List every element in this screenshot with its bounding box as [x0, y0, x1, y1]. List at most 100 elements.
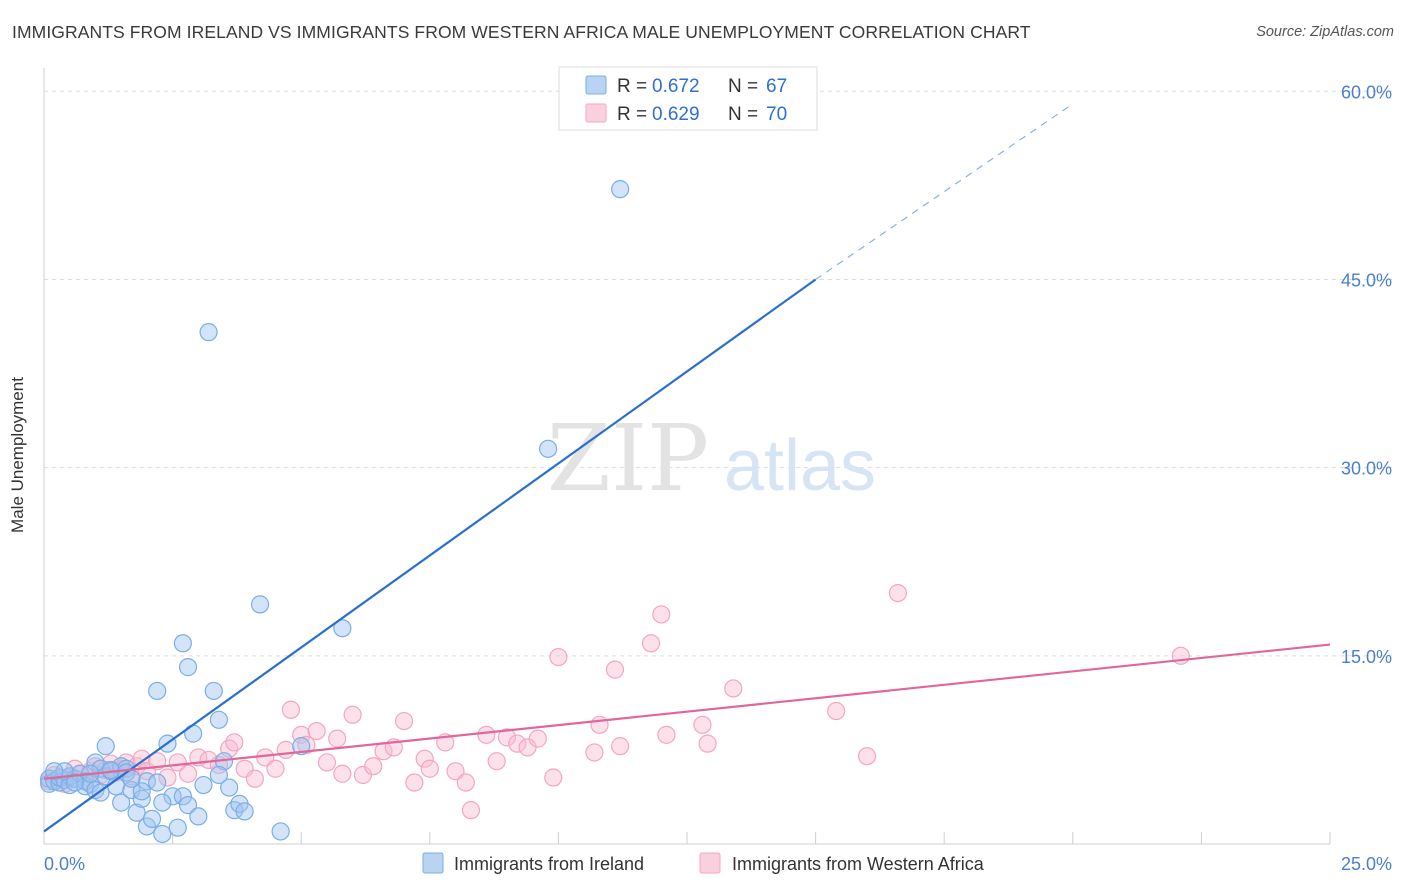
- point-s1-30: [245, 769, 265, 788]
- legend-r-label-ireland: R =: [617, 76, 647, 97]
- point-s0-54: [539, 439, 558, 458]
- point-s0-44: [209, 710, 228, 729]
- point-s0-31: [153, 824, 172, 844]
- point-s0-20: [112, 793, 131, 812]
- chart-title: IMMIGRANTS FROM IRELAND VS IMMIGRANTS FR…: [12, 22, 1031, 42]
- source-label: Source: ZipAtlas.com: [1256, 24, 1394, 40]
- point-s1-69: [693, 715, 712, 734]
- point-s0-60: [101, 760, 120, 780]
- watermark-zip: ZIP: [547, 405, 709, 512]
- x-tick-label-0: 0.0%: [44, 854, 85, 874]
- point-s1-62: [585, 743, 604, 762]
- point-s1-38: [317, 753, 337, 772]
- point-s1-21: [158, 768, 177, 787]
- point-s0-34: [168, 818, 187, 837]
- legend-swatch-ireland: [585, 75, 607, 95]
- trend-line-s0: [43, 278, 817, 833]
- point-s1-32: [266, 759, 285, 778]
- point-s0-43: [204, 681, 223, 701]
- point-s1-61: [549, 647, 568, 667]
- y-tick-label-2: 45.0%: [1341, 270, 1392, 290]
- point-s1-39: [328, 729, 347, 748]
- point-s0-13: [86, 780, 105, 800]
- watermark: ZIP atlas: [547, 405, 876, 512]
- point-s0-36: [173, 634, 192, 653]
- y-tick-label-0: 15.0%: [1341, 647, 1392, 667]
- point-s0-29: [148, 681, 167, 701]
- point-s0-49: [235, 802, 254, 821]
- point-s1-33: [276, 740, 295, 760]
- point-s1-56: [497, 728, 517, 747]
- point-s1-22: [168, 753, 187, 772]
- bottom-legend-swatch-western-africa: [699, 852, 721, 874]
- point-s1-59: [528, 729, 547, 748]
- point-s1-60: [544, 768, 563, 787]
- y-tick-label-3: 60.0%: [1341, 82, 1392, 102]
- point-s0-38: [178, 796, 198, 815]
- point-s0-46: [220, 778, 239, 797]
- point-s1-37: [307, 721, 326, 741]
- point-s1-47: [405, 773, 424, 792]
- point-s1-57: [508, 734, 527, 753]
- legend-box: R = 0.672 N = 67 R = 0.629 N = 70: [558, 66, 818, 131]
- point-s1-73: [857, 747, 877, 766]
- point-s0-24: [127, 803, 146, 822]
- legend-n-value-ireland: 67: [766, 76, 787, 97]
- point-s0-50: [250, 595, 270, 614]
- point-s1-53: [461, 801, 481, 820]
- series-western-africa-points: [40, 583, 1190, 820]
- legend-r-value-ireland: 0.672: [652, 76, 700, 97]
- tick-labels: 15.0% 30.0% 45.0% 60.0% 0.0% 25.0%: [44, 82, 1392, 874]
- point-s1-70: [698, 734, 717, 753]
- point-s0-40: [189, 807, 208, 826]
- point-s0-37: [178, 658, 198, 677]
- point-s0-41: [194, 775, 213, 795]
- point-s0-62: [132, 782, 151, 801]
- point-s1-64: [605, 660, 625, 679]
- point-s0-51: [271, 822, 290, 841]
- point-s1-46: [394, 711, 414, 731]
- axes: [43, 68, 1331, 845]
- point-s1-63: [590, 715, 609, 734]
- point-s1-71: [724, 679, 743, 698]
- point-s1-28: [225, 733, 244, 752]
- point-s1-55: [487, 752, 506, 771]
- point-s0-25: [132, 789, 151, 808]
- point-s0-30: [148, 773, 167, 792]
- legend-n-label-western-africa: N =: [728, 104, 758, 125]
- point-s1-65: [611, 737, 630, 756]
- point-s0-55: [611, 180, 630, 199]
- x-tick-label-1: 25.0%: [1341, 854, 1392, 874]
- point-s1-49: [420, 759, 439, 778]
- point-s1-74: [888, 583, 908, 603]
- y-tick-label-1: 30.0%: [1341, 459, 1392, 479]
- bottom-legend-label-western-africa: Immigrants from Western Africa: [732, 854, 985, 874]
- point-s1-23: [178, 764, 198, 783]
- point-s1-51: [446, 762, 465, 781]
- point-s1-52: [456, 773, 475, 792]
- legend-swatch-western-africa: [585, 103, 607, 123]
- point-s0-57: [65, 773, 84, 792]
- point-s0-64: [209, 765, 228, 785]
- grid: [44, 90, 1392, 657]
- point-s1-54: [477, 725, 496, 744]
- legend-n-value-western-africa: 70: [766, 104, 787, 125]
- point-s0-66: [45, 762, 64, 781]
- point-s0-33: [163, 787, 182, 806]
- point-s1-41: [343, 705, 362, 724]
- point-s1-72: [827, 701, 846, 721]
- point-s1-40: [333, 764, 352, 783]
- bottom-legend: Immigrants from Ireland Immigrants from …: [422, 852, 985, 874]
- legend-r-label-western-africa: R =: [617, 104, 647, 125]
- point-s1-68: [657, 725, 676, 744]
- point-s0-28: [142, 809, 162, 829]
- point-s1-67: [652, 605, 671, 624]
- point-s1-66: [641, 634, 661, 653]
- point-s0-63: [153, 793, 172, 812]
- bottom-legend-swatch-ireland: [422, 852, 444, 874]
- point-s1-34: [281, 700, 301, 719]
- watermark-atlas: atlas: [724, 426, 876, 506]
- point-s1-48: [415, 749, 434, 768]
- point-s0-35: [173, 787, 192, 806]
